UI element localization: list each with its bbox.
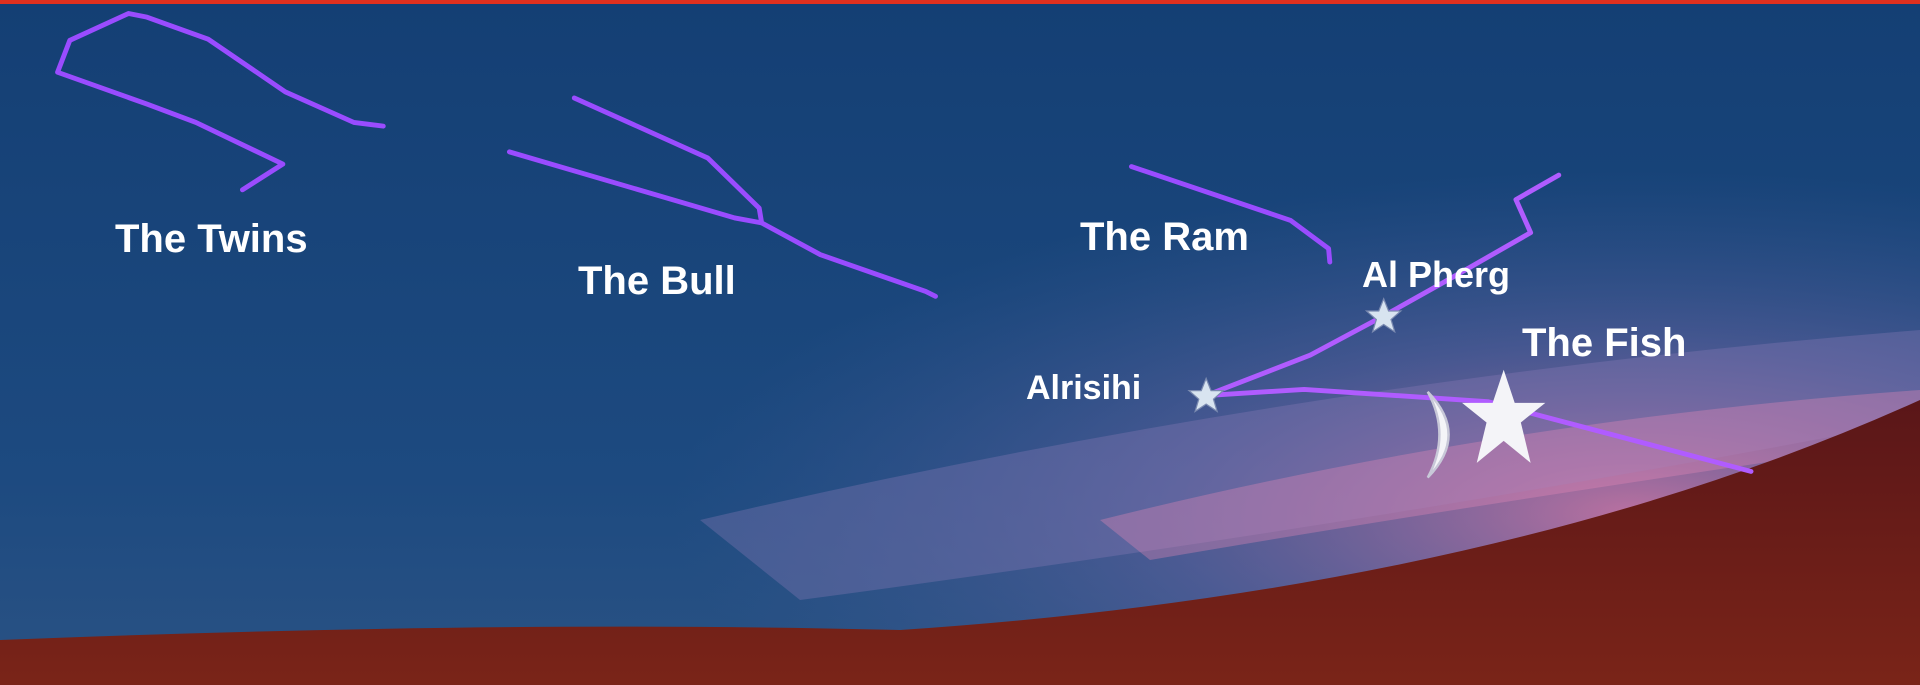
label: Al Pherg: [1362, 254, 1510, 295]
sky-illustration: The Twins The Bull The Ram Al Pherg The …: [0, 0, 1920, 685]
label: Alrisihi: [1026, 369, 1141, 407]
label: The Bull: [578, 259, 736, 303]
label: The Ram: [1080, 215, 1249, 259]
page: The Twins The Bull The Ram Al Pherg The …: [0, 0, 1920, 685]
label: The Twins: [115, 217, 308, 261]
top-border: [0, 0, 1920, 4]
label: The Fish: [1522, 321, 1686, 365]
